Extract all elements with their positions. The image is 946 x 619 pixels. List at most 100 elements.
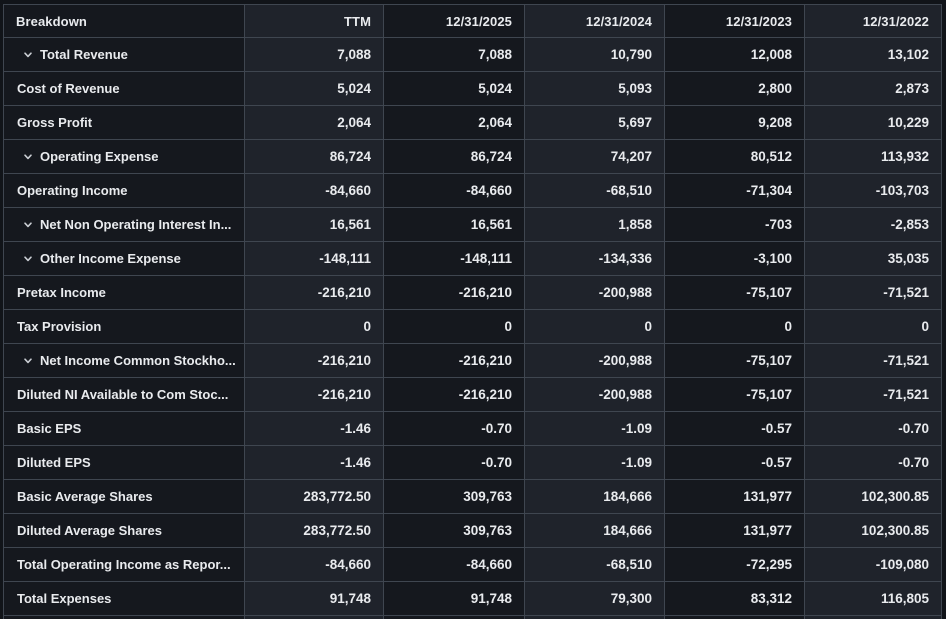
row-label-cell[interactable]: Net Income Common Stockho... xyxy=(3,343,245,378)
row-label: Operating Income xyxy=(17,183,128,198)
value-cell: 0 xyxy=(804,309,942,344)
value-cell: -0.70 xyxy=(804,445,942,480)
row-label-cell[interactable]: Operating Expense xyxy=(3,139,245,174)
value-cell xyxy=(383,615,525,619)
row-label-wrap: Total Revenue xyxy=(5,47,244,62)
table-row: Other Income Expense -148,111 -148,111 -134… xyxy=(3,241,942,276)
table-row: Operating Income -84,660 -84,660 -68,510 -71… xyxy=(3,173,942,208)
table-row: Net Non Operating Interest In... 16,561 16… xyxy=(3,207,942,242)
table-row: Diluted Average Shares 283,772.50 309,763 1… xyxy=(3,513,942,548)
value-cell: 309,763 xyxy=(383,479,525,514)
chevron-down-icon[interactable] xyxy=(23,220,33,230)
row-label: Total Expenses xyxy=(17,591,112,606)
row-label: Total Revenue xyxy=(40,47,128,62)
value-cell: -216,210 xyxy=(244,377,384,412)
row-label-wrap: Pretax Income xyxy=(5,285,244,300)
table-row: Tax Provision 0 0 0 0 0 xyxy=(3,309,942,344)
value-cell: 113,932 xyxy=(804,139,942,174)
row-label-cell: Diluted NI Available to Com Stoc... xyxy=(3,377,245,412)
value-cell: 0 xyxy=(244,309,384,344)
value-cell: -216,210 xyxy=(244,343,384,378)
row-label: Total Operating Income as Repor... xyxy=(17,557,231,572)
value-cell: 184,666 xyxy=(524,513,665,548)
value-cell: -200,988 xyxy=(524,275,665,310)
table-row: Total Expenses 91,748 91,748 79,300 83,312 11… xyxy=(3,581,942,616)
value-cell: 131,977 xyxy=(664,479,805,514)
row-label: Gross Profit xyxy=(17,115,93,130)
row-label-cell: Diluted EPS xyxy=(3,445,245,480)
column-header-period: 12/31/2024 xyxy=(524,4,665,38)
table-header-row: Breakdown TTM 12/31/2025 12/31/2024 12/31/20… xyxy=(3,4,942,38)
row-label-cell: Total Expenses xyxy=(3,581,245,616)
row-label-cell[interactable]: Net Non Operating Interest In... xyxy=(3,207,245,242)
value-cell: 10,229 xyxy=(804,105,942,140)
column-header-period: 12/31/2025 xyxy=(383,4,525,38)
row-label: Diluted NI Available to Com Stoc... xyxy=(17,387,229,402)
value-cell: -103,703 xyxy=(804,173,942,208)
value-cell: -71,521 xyxy=(804,377,942,412)
row-label: Diluted Average Shares xyxy=(17,523,162,538)
financials-table: Breakdown TTM 12/31/2025 12/31/2024 12/31/20… xyxy=(3,4,942,619)
value-cell: -84,660 xyxy=(244,547,384,582)
value-cell: -109,080 xyxy=(804,547,942,582)
value-cell: 0 xyxy=(383,309,525,344)
row-label: Basic EPS xyxy=(17,421,82,436)
value-cell: -0.70 xyxy=(383,411,525,446)
chevron-down-icon[interactable] xyxy=(23,254,33,264)
table-row: Pretax Income -216,210 -216,210 -200,988 -75… xyxy=(3,275,942,310)
row-label-cell: Pretax Income xyxy=(3,275,245,310)
chevron-down-icon[interactable] xyxy=(23,50,33,60)
row-label: Net Income Common Stockho... xyxy=(40,353,236,368)
value-cell: -75,107 xyxy=(664,343,805,378)
value-cell: 91,748 xyxy=(383,581,525,616)
row-label: Tax Provision xyxy=(17,319,102,334)
value-cell: -0.57 xyxy=(664,411,805,446)
value-cell: 2,064 xyxy=(383,105,525,140)
value-cell: 5,024 xyxy=(244,71,384,106)
table-row: Diluted NI Available to Com Stoc... -216,… xyxy=(3,377,942,412)
row-label-wrap: Basic EPS xyxy=(5,421,244,436)
row-label-wrap: Diluted NI Available to Com Stoc... xyxy=(5,387,244,402)
value-cell: -148,111 xyxy=(383,241,525,276)
value-cell: 16,561 xyxy=(383,207,525,242)
value-cell xyxy=(804,615,942,619)
row-label: Operating Expense xyxy=(40,149,159,164)
row-label: Other Income Expense xyxy=(40,251,181,266)
value-cell xyxy=(244,615,384,619)
value-cell: 0 xyxy=(664,309,805,344)
value-cell: -216,210 xyxy=(383,343,525,378)
value-cell: -216,210 xyxy=(383,275,525,310)
value-cell: -216,210 xyxy=(244,275,384,310)
value-cell: -0.70 xyxy=(804,411,942,446)
value-cell: 91,748 xyxy=(244,581,384,616)
row-label-wrap: Other Income Expense xyxy=(5,251,244,266)
row-label-wrap: Operating Income xyxy=(5,183,244,198)
value-cell: -134,336 xyxy=(524,241,665,276)
value-cell: 0 xyxy=(524,309,665,344)
value-cell: 2,873 xyxy=(804,71,942,106)
chevron-down-icon[interactable] xyxy=(23,356,33,366)
table-row: Basic Average Shares 283,772.50 309,763 184… xyxy=(3,479,942,514)
value-cell: 10,790 xyxy=(524,37,665,72)
value-cell: -200,988 xyxy=(524,343,665,378)
value-cell xyxy=(664,615,805,619)
value-cell: 83,312 xyxy=(664,581,805,616)
row-label-cell[interactable]: Other Income Expense xyxy=(3,241,245,276)
value-cell: -71,304 xyxy=(664,173,805,208)
chevron-down-icon[interactable] xyxy=(23,152,33,162)
value-cell: 102,300.85 xyxy=(804,479,942,514)
value-cell: 35,035 xyxy=(804,241,942,276)
value-cell: 283,772.50 xyxy=(244,479,384,514)
row-label-cell: Tax Provision xyxy=(3,309,245,344)
value-cell: -1.09 xyxy=(524,445,665,480)
value-cell: -68,510 xyxy=(524,547,665,582)
value-cell: -71,521 xyxy=(804,275,942,310)
value-cell: 2,800 xyxy=(664,71,805,106)
row-label: Net Non Operating Interest In... xyxy=(40,217,232,232)
table-row: Operating Expense 86,724 86,724 74,207 80,51… xyxy=(3,139,942,174)
row-label-wrap: Diluted EPS xyxy=(5,455,244,470)
table-row: Diluted EPS -1.46 -0.70 -1.09 -0.57 -0.70 xyxy=(3,445,942,480)
table-row: Total Operating Income as Repor... -84,66… xyxy=(3,547,942,582)
row-label-cell[interactable]: Total Revenue xyxy=(3,37,245,72)
